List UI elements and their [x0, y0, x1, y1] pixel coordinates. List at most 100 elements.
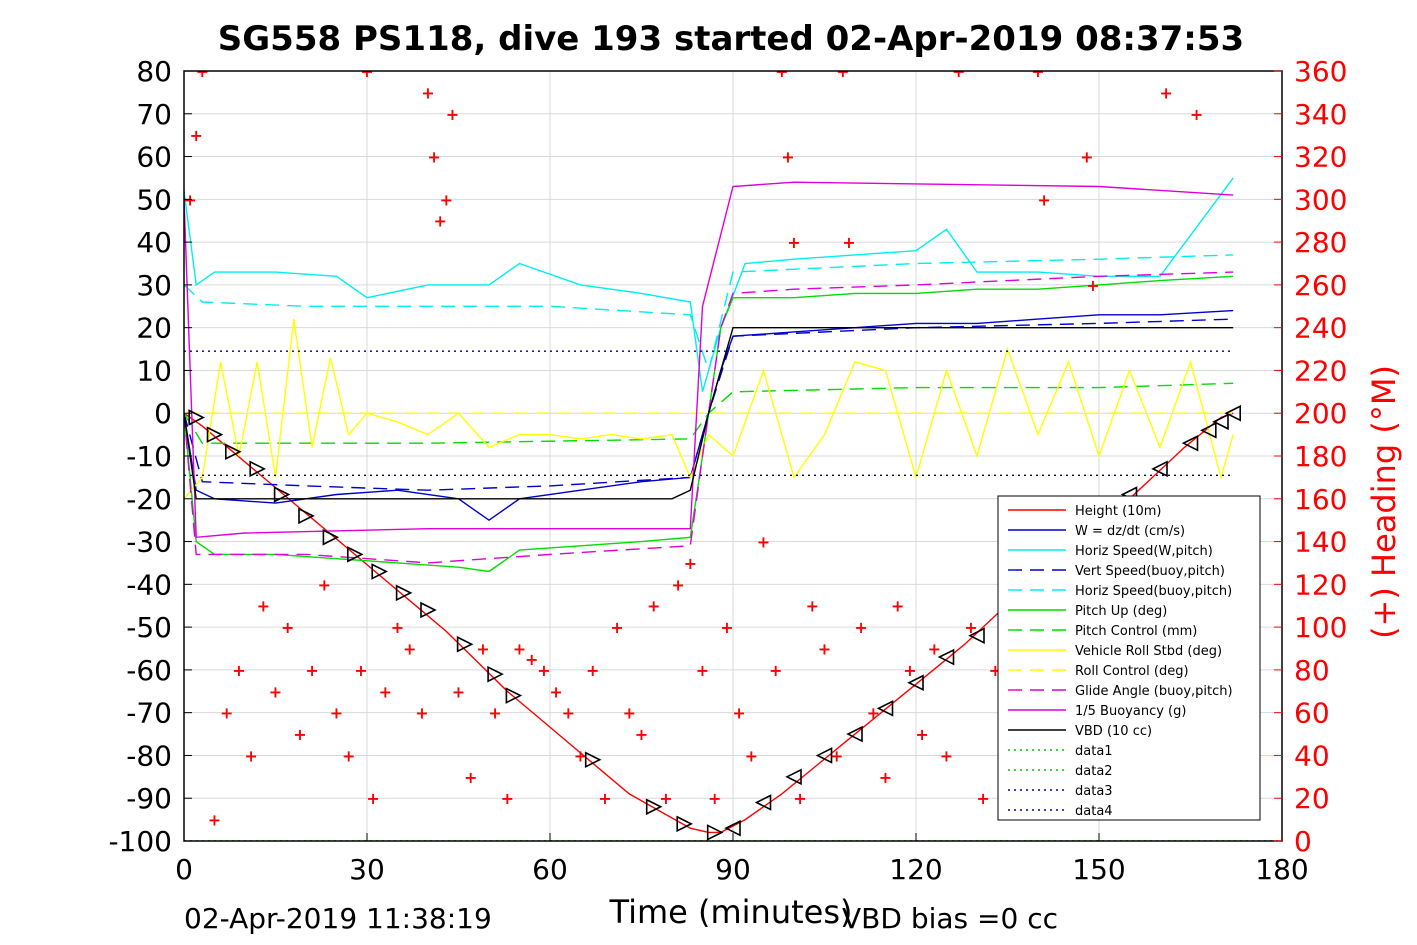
- y-tick-label-left: 80: [136, 55, 172, 88]
- heading-point: +: [854, 618, 867, 637]
- heading-point: +: [421, 83, 434, 102]
- heading-point: +: [366, 789, 379, 808]
- y-tick-label-right: 160: [1294, 483, 1347, 516]
- footer-timestamp: 02-Apr-2019 11:38:19: [184, 902, 492, 935]
- heading-point: +: [1159, 83, 1172, 102]
- heading-point: +: [446, 105, 459, 124]
- heading-point: +: [928, 640, 941, 659]
- legend-label: Pitch Control (mm): [1075, 624, 1197, 639]
- y-tick-label-right: 260: [1294, 269, 1347, 302]
- y-tick-label-left: -10: [126, 440, 172, 473]
- heading-point: +: [354, 661, 367, 680]
- heading-point: +: [745, 746, 758, 765]
- depth-marker: [907, 674, 924, 692]
- depth-marker: [754, 794, 772, 811]
- y-tick-label-right: 80: [1294, 654, 1330, 687]
- y-tick-label-left: -20: [126, 483, 172, 516]
- depth-marker: [1151, 460, 1168, 478]
- heading-point: +: [549, 682, 562, 701]
- depth-marker: [815, 747, 833, 764]
- heading-point: +: [775, 62, 788, 81]
- heading-point: +: [208, 811, 221, 830]
- y-tick-label-left: -90: [126, 782, 172, 815]
- series-line-2: [184, 177, 1234, 392]
- depth-marker: [1181, 434, 1199, 452]
- series-line-10: [184, 181, 1234, 539]
- heading-point: +: [440, 190, 453, 209]
- depth-marker: [1224, 404, 1241, 422]
- y-tick-label-left: 70: [136, 98, 172, 131]
- depth-marker: [505, 687, 523, 704]
- heading-point: +: [189, 126, 202, 145]
- y-tick-label-right: 60: [1294, 697, 1330, 730]
- legend-label: Vert Speed(buoy,pitch): [1075, 564, 1225, 579]
- depth-marker: [937, 648, 955, 666]
- legend-label: data4: [1075, 804, 1113, 819]
- heading-point: +: [415, 704, 428, 723]
- heading-point: +: [720, 618, 733, 637]
- heading-point: +: [476, 640, 489, 659]
- heading-point: +: [330, 704, 343, 723]
- heading-point: +: [379, 682, 392, 701]
- y-ticks-right: 3603403203002802602402202001801601401201…: [1274, 55, 1347, 858]
- legend-label: data2: [1075, 764, 1113, 779]
- y-tick-label-right: 100: [1294, 611, 1347, 644]
- y-tick-label-right: 140: [1294, 526, 1347, 559]
- heading-point: +: [433, 212, 446, 231]
- x-ticks: 0 30 60 90 120 150 180: [175, 833, 1309, 886]
- heading-point: +: [464, 768, 477, 787]
- legend: Height (10m) W = dz/dt (cm/s) Horiz Speed(…: [997, 495, 1261, 821]
- x-tick-label: 90: [715, 853, 751, 886]
- heading-point: +: [787, 233, 800, 252]
- heading-point: +: [915, 725, 928, 744]
- y-tick-label-right: 300: [1294, 183, 1347, 216]
- y-tick-label-left: -30: [126, 526, 172, 559]
- heading-point: +: [220, 704, 233, 723]
- y-tick-label-right: 340: [1294, 98, 1347, 131]
- series-line-7: [184, 319, 1234, 500]
- y-tick-label-right: 200: [1294, 397, 1347, 430]
- heading-point: +: [830, 746, 843, 765]
- heading-point: +: [513, 640, 526, 659]
- y-tick-label-right: 280: [1294, 226, 1347, 259]
- heading-point: +: [574, 746, 587, 765]
- x-tick-label: 30: [349, 853, 385, 886]
- depth-marker: [645, 798, 663, 816]
- x-tick-label: 180: [1255, 853, 1308, 886]
- heading-point: +: [610, 618, 623, 637]
- heading-point: +: [635, 725, 648, 744]
- heading-point: +: [769, 661, 782, 680]
- y-tick-label-right: 120: [1294, 568, 1347, 601]
- heading-point: +: [537, 661, 550, 680]
- heading-point: +: [232, 661, 245, 680]
- depth-marker: [676, 815, 693, 833]
- heading-point: +: [1031, 62, 1044, 81]
- depth-marker: [584, 751, 602, 769]
- heading-point: +: [818, 640, 831, 659]
- x-tick-label: 120: [889, 853, 942, 886]
- x-axis-label: Time (minutes): [609, 893, 853, 931]
- depth-marker: [347, 546, 364, 563]
- heading-point: +: [879, 768, 892, 787]
- y-ticks-left: 80 70 60 50 40 30 20 10 0 -10 -20 -30 -40 -50 -60 -70 -8…: [108, 55, 192, 858]
- heading-point: +: [842, 233, 855, 252]
- y-tick-label-left: 20: [136, 312, 172, 345]
- y-tick-label-left: -70: [126, 697, 172, 730]
- heading-point: +: [488, 704, 501, 723]
- heading-point: +: [757, 533, 770, 552]
- depth-marker: [456, 635, 474, 653]
- heading-point: +: [501, 789, 514, 808]
- depth-marker: [724, 819, 741, 837]
- y-tick-label-left: 40: [136, 226, 172, 259]
- heading-point: +: [598, 789, 611, 808]
- heading-point: +: [940, 746, 953, 765]
- depth-marker: [487, 665, 504, 683]
- heading-point: +: [1080, 148, 1093, 167]
- heading-point: +: [427, 148, 440, 167]
- y-tick-label-left: 10: [136, 354, 172, 387]
- y-tick-label-left: 0: [154, 397, 172, 430]
- depth-marker: [968, 627, 985, 644]
- heading-point: +: [318, 575, 331, 594]
- y-tick-label-right: 20: [1294, 782, 1330, 815]
- right-axis-label: (+) Heading (°M): [1365, 365, 1403, 639]
